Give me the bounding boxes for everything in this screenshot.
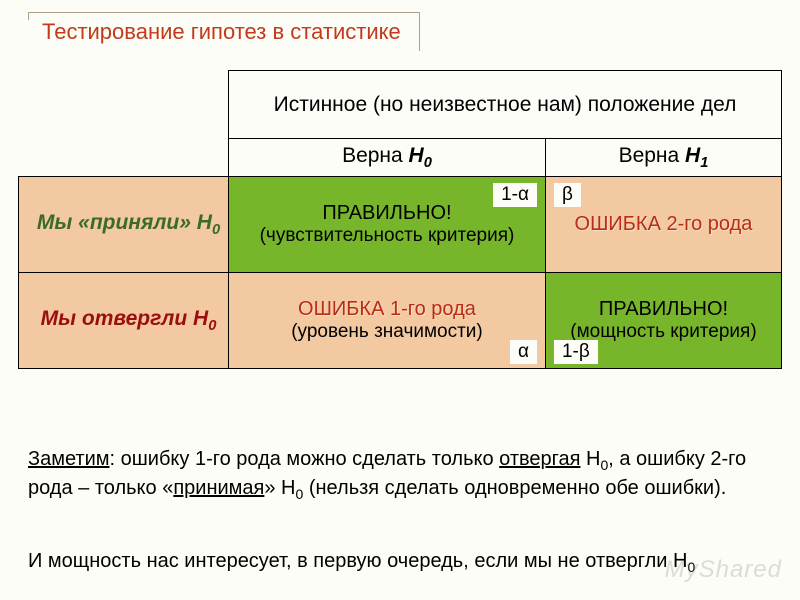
- tag-one-minus-alpha: 1-α: [493, 183, 537, 207]
- tag-beta: β: [554, 183, 581, 207]
- footnote-2: И мощность нас интересует, в первую очер…: [28, 548, 772, 577]
- cell-reject-h0: ОШИБКА 1-го рода (уровень значимости) α: [229, 273, 546, 369]
- tag-one-minus-beta: 1-β: [554, 340, 598, 364]
- header-h1-true: Верна H1: [545, 139, 781, 177]
- slide-title: Тестирование гипотез в статистике: [42, 19, 401, 44]
- watermark: MyShared: [665, 556, 782, 584]
- tag-alpha: α: [510, 340, 537, 364]
- hypothesis-table: Истинное (но неизвестное нам) положение …: [18, 70, 782, 369]
- cell-accept-h1: ОШИБКА 2-го рода β: [545, 177, 781, 273]
- header-h0-true: Верна H0: [229, 139, 546, 177]
- row-label-accept: Мы «приняли» H0: [19, 177, 229, 273]
- footnote-1: Заметим: ошибку 1-го рода можно сделать …: [28, 446, 772, 504]
- slide-title-box: Тестирование гипотез в статистике: [28, 12, 420, 51]
- cell-reject-h1: ПРАВИЛЬНО! (мощность критерия) 1-β: [545, 273, 781, 369]
- cell-accept-h0: ПРАВИЛЬНО! (чувствительность критерия) 1…: [229, 177, 546, 273]
- row-label-reject: Мы отвергли H0: [19, 273, 229, 369]
- header-true-state: Истинное (но неизвестное нам) положение …: [229, 71, 782, 139]
- empty-corner: [19, 71, 229, 177]
